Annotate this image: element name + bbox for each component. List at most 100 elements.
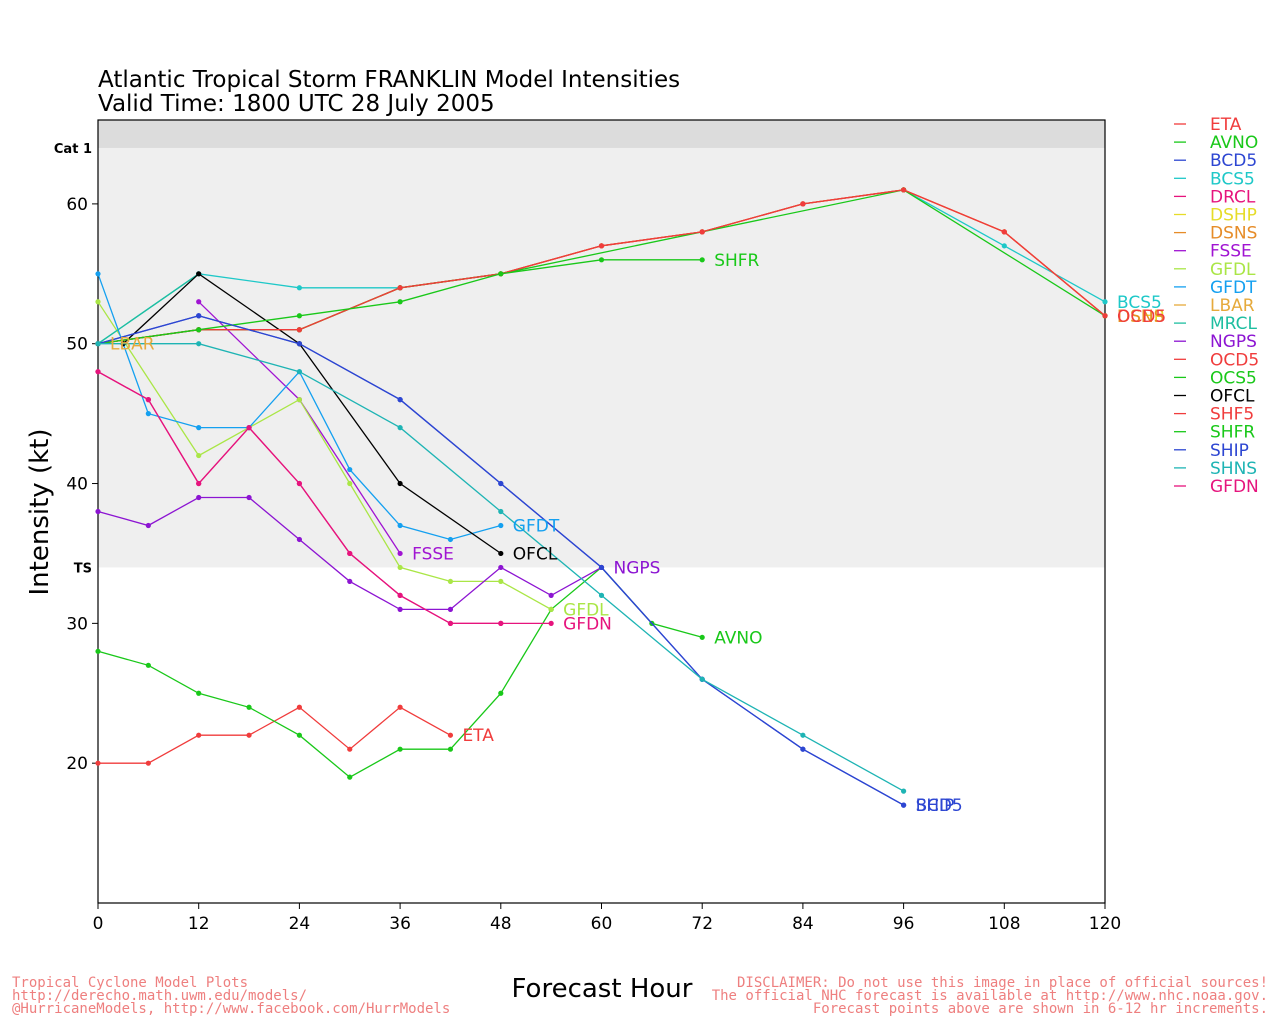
point-gfdn-48 [498,620,504,626]
point-bcs5-24 [296,285,302,291]
legend-label-drcl: DRCL [1210,187,1256,207]
legend-label-ocd5: OCD5 [1210,350,1259,370]
footer-left-line-2: http://derecho.math.uwm.edu/models/ [12,988,307,1004]
legend-item-mrcl: MRCL [1174,314,1258,334]
series-line-gfdl [97,301,552,610]
point-gfdl-54 [548,606,554,612]
legend-label-mrcl: MRCL [1210,314,1258,334]
point-avno-30 [347,774,353,780]
band-ts [98,147,1105,568]
legend-item-bcs5: BCS5 [1174,169,1255,189]
footer-left-line-3: @HurricaneModels, http://www.facebook.co… [12,1001,450,1017]
point-gfdt-0 [95,271,101,277]
point-avno-0 [95,648,101,654]
y-tick-label-50: 50 [66,335,88,355]
point-gfdl-36 [397,564,403,571]
point-gfdl-24 [296,397,302,403]
legend-item-lbar: LBAR [1174,296,1255,316]
legend-label-ocs5: OCS5 [1210,368,1257,388]
point-shf5-60 [598,243,605,249]
point-gfdn-30 [347,550,353,557]
point-ship-84 [800,746,806,752]
series-ngps [95,494,605,612]
series-gfdn [95,369,554,626]
series-eta [95,704,454,766]
y-tick-label-40: 40 [66,475,88,495]
legend-item-ocd5: OCD5 [1174,350,1259,370]
end-label-ofcl: OFCL [513,544,558,564]
legend-label-dsns: DSNS [1210,224,1257,244]
footer-left: Tropical Cyclone Model Plots http://dere… [12,975,450,1017]
legend-label-eta: ETA [1210,115,1242,135]
model-series [95,187,1108,808]
band-label-cat-1: Cat 1 [54,142,92,157]
legend-label-shf5: SHF5 [1210,405,1254,425]
point-shns-48 [498,508,504,515]
legend-item-ngps: NGPS [1174,332,1257,352]
point-ngps-42 [447,606,454,612]
point-gfdt-6 [145,411,151,417]
point-shfr-24 [296,313,302,319]
x-tick-label-108: 108 [988,914,1020,934]
end-label-avno: AVNO [714,628,762,648]
point-shns-96 [901,788,907,794]
point-shns-12 [196,341,202,347]
point-shf5-108 [1001,229,1007,235]
legend-item-shns: SHNS [1174,459,1257,479]
point-avno-6 [145,662,151,668]
point-bcs5-120 [1102,299,1108,305]
point-shfr-12 [196,327,202,333]
y-axis-title: Intensity (kt) [25,429,55,596]
y-tick-label-30: 30 [66,614,88,634]
point-gfdt-36 [397,522,403,529]
point-ship-24 [296,341,302,347]
point-ofcl-36 [397,480,403,487]
point-ngps-54 [548,592,554,598]
point-eta-0 [95,760,101,766]
point-ngps-12 [196,494,202,501]
point-avno-48 [498,690,504,696]
series-shns [95,341,907,794]
point-eta-6 [145,760,151,766]
legend-item-gfdl: GFDL [1174,260,1256,280]
intensity-bands: TS Cat 1 [54,120,1105,576]
point-gfdl-48 [498,578,504,585]
band-cat-1 [98,120,1105,148]
series-line-gfdn [97,371,552,625]
point-ship-12 [196,313,202,319]
point-shf5-84 [800,201,806,207]
series-line-avno [97,566,703,778]
legend-label-bcs5: BCS5 [1210,169,1255,189]
point-avno-42 [447,746,454,752]
point-ofcl-48 [498,550,504,557]
end-label-ngps: NGPS [614,558,661,578]
legend-item-dsns: DSNS [1174,224,1257,244]
point-fsse-36 [397,550,403,557]
point-gfdt-12 [196,425,202,431]
point-ngps-6 [145,522,151,529]
x-tick-label-48: 48 [490,914,512,934]
series-ship [95,313,907,808]
point-shfr-72 [699,257,705,263]
point-eta-30 [347,746,353,752]
point-ship-96 [901,802,907,808]
point-avno-72 [699,634,705,640]
x-tick-label-36: 36 [389,914,411,934]
end-label-ship: SHIP [916,796,955,816]
band-label-ts: TS [74,561,92,576]
point-shf5-24 [296,327,302,333]
legend-item-drcl: DRCL [1174,187,1256,207]
point-avno-24 [296,732,302,738]
point-gfdn-0 [95,369,101,375]
legend-label-fsse: FSSE [1210,242,1252,262]
legend-item-shf5: SHF5 [1174,405,1254,425]
point-shns-60 [598,592,605,598]
legend-item-avno: AVNO [1174,133,1258,153]
end-label-dshp: DSHP [1117,307,1164,327]
point-shns-24 [296,369,302,375]
legend-item-ocs5: OCS5 [1174,368,1257,388]
point-ngps-18 [246,494,252,501]
footer-right: DISCLAIMER: Do not use this image in pla… [712,975,1268,1017]
